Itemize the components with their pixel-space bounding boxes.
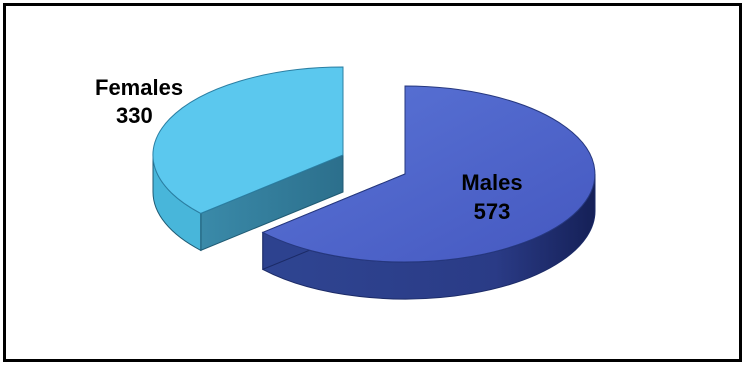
males-slice-top	[261, 85, 596, 263]
females-value-label: 330	[116, 103, 153, 128]
chart-frame	[3, 3, 742, 362]
females-slice-top	[152, 66, 344, 214]
females-category-label: Females	[95, 75, 183, 100]
males-category-label: Males	[461, 170, 522, 195]
males-value-label: 573	[474, 199, 511, 224]
